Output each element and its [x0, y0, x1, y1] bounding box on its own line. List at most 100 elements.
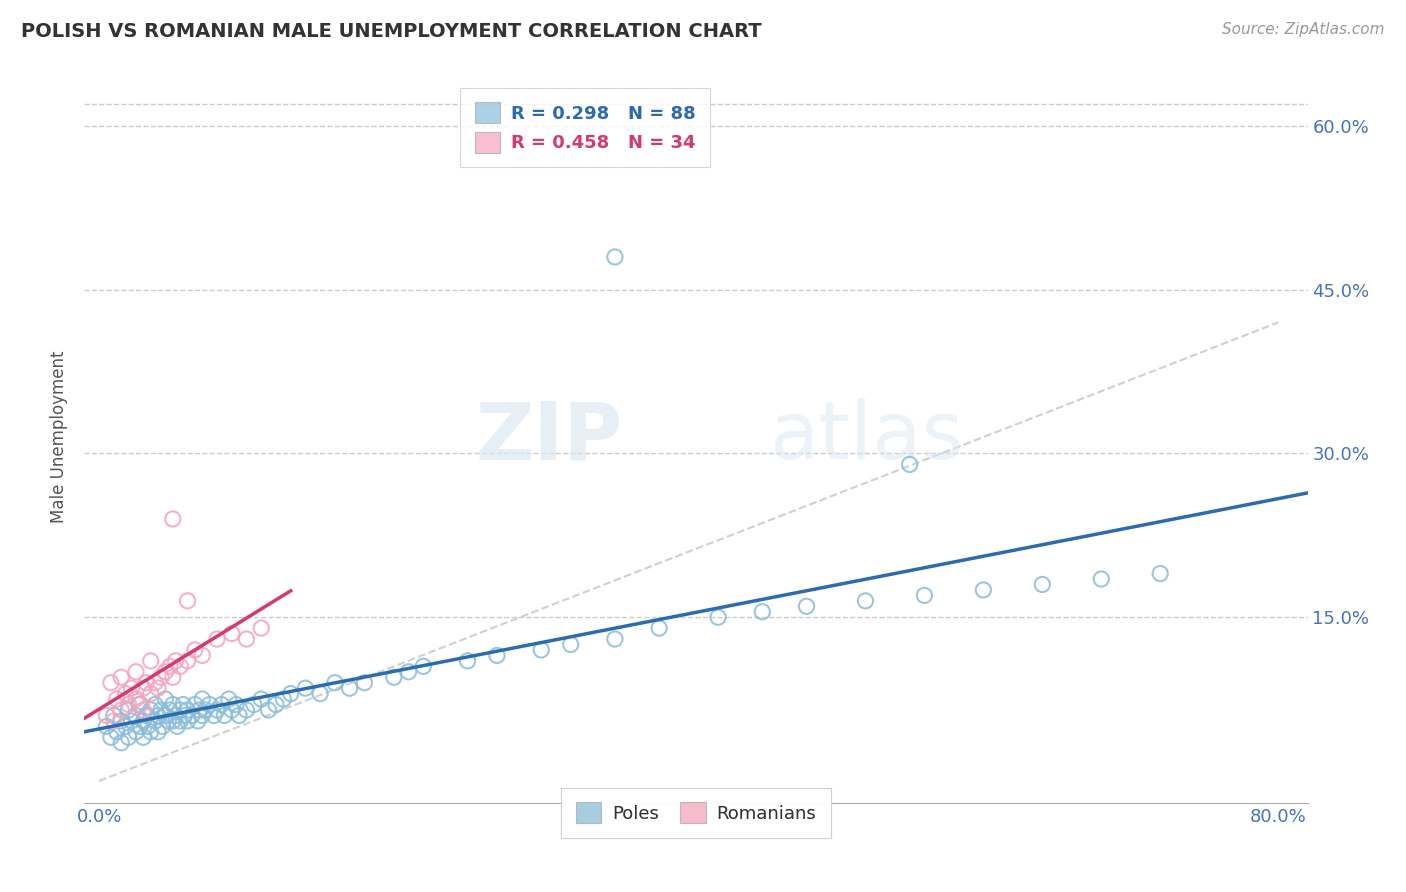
Point [214, 708, 236, 723]
Point [176, 714, 198, 728]
Point [191, 692, 214, 706]
Point [143, 714, 166, 728]
Point [155, 708, 177, 723]
Point [139, 654, 162, 668]
Point [796, 599, 818, 614]
Point [165, 708, 187, 723]
Point [139, 703, 162, 717]
Point [100, 731, 122, 745]
Point [139, 687, 162, 701]
Point [243, 698, 266, 712]
Point [187, 714, 209, 728]
Point [135, 675, 157, 690]
Point [114, 719, 136, 733]
Point [235, 703, 257, 717]
Point [110, 736, 132, 750]
Point [110, 714, 132, 728]
Point [143, 698, 166, 712]
Point [176, 654, 198, 668]
Text: ZIP: ZIP [475, 398, 623, 476]
Point [1090, 572, 1112, 586]
Point [132, 714, 155, 728]
Point [117, 703, 139, 717]
Point [150, 670, 173, 684]
Point [169, 714, 191, 728]
Point [132, 703, 155, 717]
Legend: Poles, Romanians: Poles, Romanians [561, 788, 831, 838]
Point [972, 582, 994, 597]
Point [96, 719, 118, 733]
Point [135, 708, 157, 723]
Point [162, 670, 184, 684]
Point [169, 703, 191, 717]
Point [191, 648, 214, 663]
Point [250, 621, 273, 635]
Point [648, 621, 671, 635]
Point [166, 719, 188, 733]
Point [228, 708, 250, 723]
Point [912, 588, 935, 602]
Point [194, 703, 217, 717]
Point [146, 724, 169, 739]
Point [176, 594, 198, 608]
Point [191, 708, 214, 723]
Point [105, 724, 128, 739]
Point [103, 708, 125, 723]
Point [1149, 566, 1171, 581]
Point [225, 698, 247, 712]
Point [235, 632, 257, 646]
Point [530, 643, 553, 657]
Point [103, 714, 125, 728]
Point [114, 687, 136, 701]
Point [173, 708, 195, 723]
Point [157, 714, 180, 728]
Point [353, 675, 375, 690]
Point [751, 605, 773, 619]
Point [603, 250, 626, 264]
Point [100, 675, 122, 690]
Point [250, 692, 273, 706]
Point [121, 714, 143, 728]
Point [155, 692, 177, 706]
Point [382, 670, 405, 684]
Point [125, 692, 148, 706]
Point [143, 675, 166, 690]
Point [129, 698, 152, 712]
Point [398, 665, 420, 679]
Point [184, 698, 207, 712]
Point [294, 681, 316, 695]
Point [339, 681, 361, 695]
Point [309, 687, 332, 701]
Point [412, 659, 434, 673]
Point [205, 703, 228, 717]
Point [280, 687, 302, 701]
Point [121, 681, 143, 695]
Point [125, 665, 148, 679]
Point [129, 719, 152, 733]
Point [202, 708, 225, 723]
Text: Source: ZipAtlas.com: Source: ZipAtlas.com [1222, 22, 1385, 37]
Point [110, 670, 132, 684]
Point [139, 724, 162, 739]
Point [105, 692, 128, 706]
Point [146, 681, 169, 695]
Point [184, 643, 207, 657]
Point [1031, 577, 1053, 591]
Point [603, 632, 626, 646]
Point [188, 703, 211, 717]
Point [162, 512, 184, 526]
Point [172, 698, 194, 712]
Point [136, 719, 159, 733]
Point [257, 703, 280, 717]
Point [162, 714, 184, 728]
Y-axis label: Male Unemployment: Male Unemployment [51, 351, 69, 524]
Point [159, 659, 181, 673]
Point [560, 638, 582, 652]
Point [110, 703, 132, 717]
Point [323, 675, 346, 690]
Point [218, 692, 240, 706]
Point [165, 654, 187, 668]
Point [128, 698, 150, 712]
Point [152, 719, 174, 733]
Point [146, 708, 169, 723]
